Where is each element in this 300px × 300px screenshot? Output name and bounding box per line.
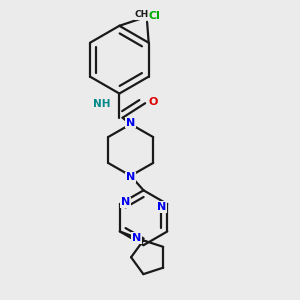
Text: N: N [132, 233, 142, 243]
Text: CH₃: CH₃ [135, 10, 153, 19]
Text: N: N [121, 197, 130, 207]
Text: NH: NH [93, 99, 110, 109]
Text: Cl: Cl [149, 11, 161, 21]
Text: N: N [126, 172, 135, 182]
Text: O: O [148, 97, 158, 106]
Text: N: N [126, 118, 135, 128]
Text: N: N [157, 202, 166, 212]
